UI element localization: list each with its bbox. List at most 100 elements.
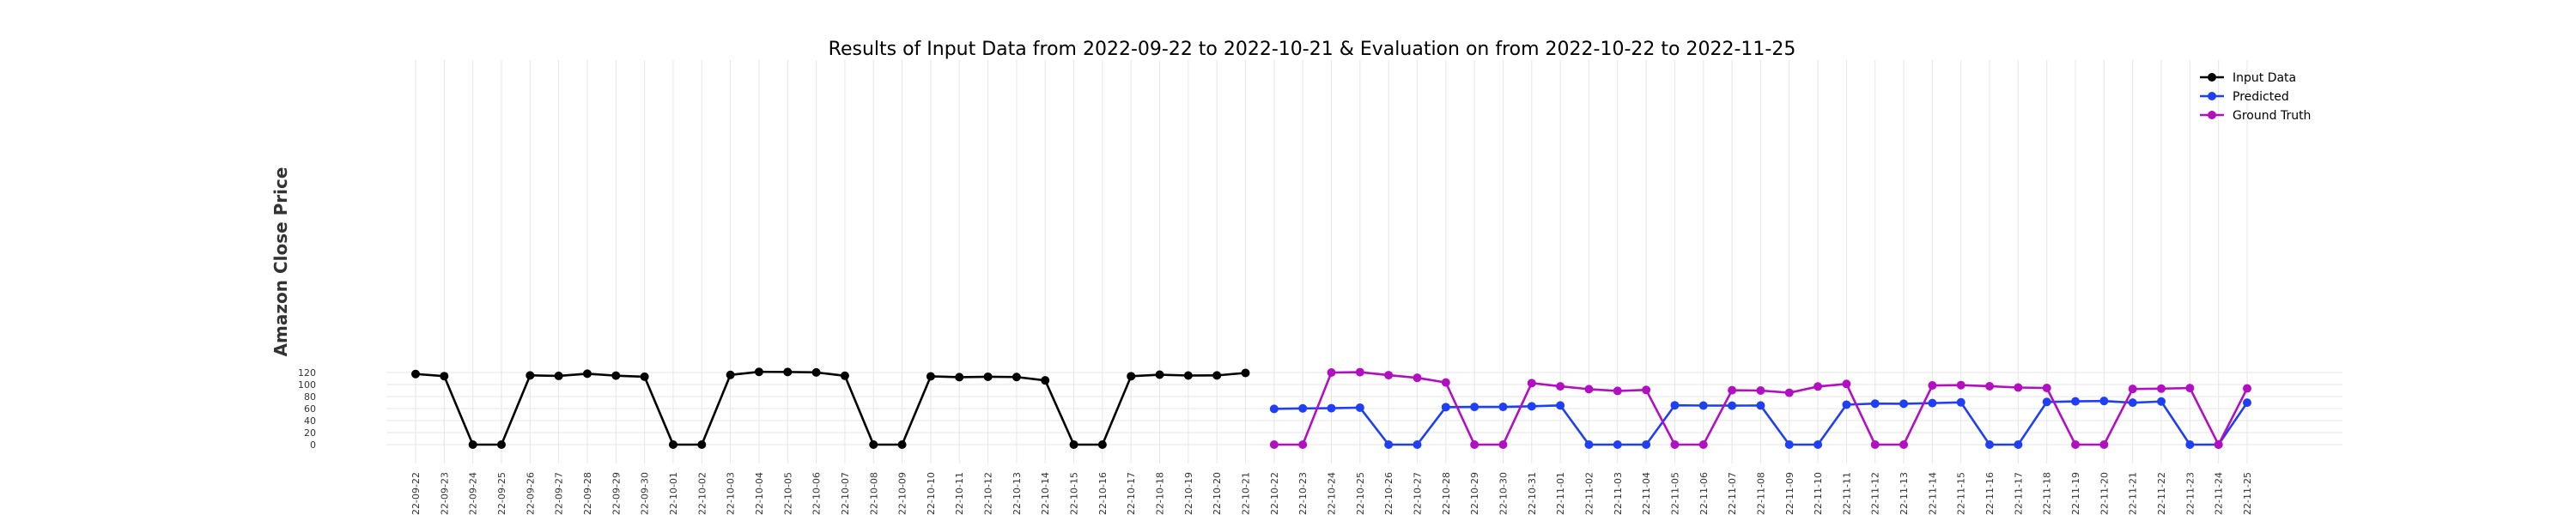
x-tick-label: 2022-11-08	[1755, 472, 1766, 515]
x-tick-label: 2022-11-23	[2184, 472, 2196, 515]
data-point	[1413, 440, 1422, 449]
series-0	[411, 367, 1250, 449]
x-tick-label: 2022-10-01	[668, 472, 679, 515]
x-tick-label: 2022-10-12	[983, 472, 994, 515]
data-point	[1784, 440, 1794, 449]
data-point	[697, 440, 707, 449]
data-point	[1041, 376, 1050, 385]
x-tick-label: 2022-11-03	[1613, 472, 1624, 515]
x-tick-label: 2022-10-08	[868, 472, 879, 515]
x-tick-label: 2022-10-18	[1155, 472, 1166, 515]
data-point	[1069, 440, 1078, 449]
data-point	[1842, 379, 1851, 389]
data-point	[1642, 440, 1651, 449]
x-tick-label: 2022-11-21	[2128, 472, 2139, 515]
data-point	[1698, 401, 1708, 410]
x-tick-labels: 2022-09-22 2022-09-23 2022-09-24 2022-09-25…	[410, 472, 2253, 515]
data-point	[1670, 440, 1680, 449]
data-point	[554, 371, 563, 380]
data-point	[1355, 367, 1364, 377]
data-point	[1212, 371, 1222, 380]
x-tick-label: 2022-09-22	[410, 472, 422, 515]
x-tick-label: 2022-10-11	[954, 472, 965, 515]
data-point	[1327, 368, 1336, 377]
data-point	[1698, 440, 1708, 449]
grid-layer	[386, 60, 2342, 464]
data-point	[1384, 440, 1394, 449]
data-point	[2214, 440, 2223, 449]
data-point	[869, 440, 878, 449]
x-tick-label: 2022-11-24	[2214, 472, 2225, 515]
x-tick-label: 2022-10-19	[1183, 472, 1194, 515]
data-point	[2099, 440, 2109, 449]
data-point	[1956, 380, 1965, 390]
data-point	[783, 367, 793, 377]
data-point	[2243, 398, 2251, 408]
data-point	[840, 371, 849, 380]
x-tick-label: 2022-11-18	[2042, 472, 2053, 515]
data-point	[1784, 388, 1794, 397]
series-line	[415, 370, 1246, 446]
data-point	[640, 372, 649, 381]
x-tick-label: 2022-11-15	[1956, 472, 1967, 515]
x-tick-label: 2022-11-11	[1841, 472, 1852, 515]
data-point	[983, 372, 993, 381]
data-point	[1470, 440, 1479, 449]
data-point	[1584, 440, 1594, 449]
series-layer	[411, 367, 2251, 449]
data-point	[2014, 383, 2023, 392]
x-tick-label: 2022-10-30	[1498, 472, 1509, 515]
x-tick-label: 2022-10-10	[926, 472, 937, 515]
legend-item: Ground Truth	[2200, 109, 2311, 123]
data-point	[2099, 397, 2109, 406]
y-tick-label: 20	[304, 427, 316, 439]
data-point	[1384, 371, 1394, 380]
x-tick-label: 2022-09-23	[439, 472, 450, 515]
data-point	[582, 369, 592, 379]
data-point	[1613, 386, 1622, 396]
x-tick-label: 2022-10-09	[897, 472, 908, 515]
data-point	[2071, 440, 2081, 449]
data-point	[1899, 399, 1909, 409]
data-point	[1642, 385, 1651, 395]
data-point	[1928, 398, 1937, 408]
x-tick-label: 2022-09-25	[496, 472, 507, 515]
y-axis-label: Amazon Close Price	[270, 167, 291, 357]
legend-marker	[2208, 73, 2216, 82]
data-point	[440, 372, 449, 381]
data-point	[1556, 401, 1565, 410]
x-tick-label: 2022-11-19	[2070, 472, 2081, 515]
x-tick-label: 2022-11-10	[1813, 472, 1824, 515]
x-tick-label: 2022-10-06	[811, 472, 823, 515]
x-tick-label: 2022-10-24	[1327, 472, 1338, 515]
x-tick-label: 2022-11-07	[1727, 472, 1738, 515]
legend-item: Predicted	[2200, 90, 2289, 104]
x-tick-label: 2022-09-29	[611, 472, 622, 515]
data-point	[1127, 372, 1136, 381]
x-tick-label: 2022-10-22	[1269, 472, 1280, 515]
x-tick-label: 2022-11-05	[1669, 472, 1680, 515]
x-tick-label: 2022-10-21	[1241, 472, 1252, 515]
data-point	[668, 440, 677, 449]
data-point	[1956, 397, 1965, 407]
data-point	[2128, 385, 2137, 394]
data-point	[926, 372, 935, 381]
data-point	[1355, 403, 1364, 412]
x-tick-label: 2022-10-26	[1383, 472, 1394, 515]
data-point	[2042, 397, 2051, 407]
x-tick-label: 2022-09-30	[640, 472, 651, 515]
x-tick-label: 2022-09-24	[468, 472, 479, 515]
x-tick-label: 2022-10-13	[1012, 472, 1023, 515]
data-point	[2185, 440, 2195, 449]
x-tick-label: 2022-10-05	[782, 472, 793, 515]
y-tick-label: 60	[304, 403, 316, 415]
data-point	[1842, 400, 1851, 409]
data-point	[811, 367, 821, 377]
data-point	[1097, 440, 1107, 449]
series-2	[1269, 367, 2251, 449]
data-point	[1527, 402, 1536, 411]
legend-marker	[2208, 111, 2216, 119]
x-tick-label: 2022-10-15	[1069, 472, 1080, 515]
